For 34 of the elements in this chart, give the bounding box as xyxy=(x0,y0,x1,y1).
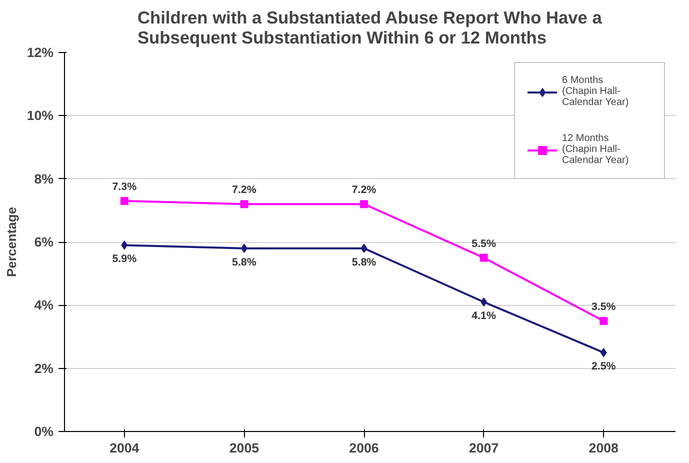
point xyxy=(240,200,248,208)
y-tick-label: 8% xyxy=(34,171,54,186)
data-label: 3.5% xyxy=(591,300,616,313)
x-tick-label: 2007 xyxy=(468,440,499,456)
y-tick-label: 4% xyxy=(34,298,54,313)
point xyxy=(360,244,368,253)
data-label: 4.1% xyxy=(472,310,496,322)
y-tick-label: 2% xyxy=(34,360,54,376)
data-label: 5.8% xyxy=(232,256,257,268)
data-label: 7.3% xyxy=(112,180,138,193)
point xyxy=(121,240,128,250)
y-tick-label: 6% xyxy=(34,234,54,250)
y-tick-label: 10% xyxy=(26,108,54,124)
y-tick-label: 0% xyxy=(34,424,54,439)
legend-label: 12 Months (Chapin Hall-Calendar Year) xyxy=(562,133,630,166)
x-tick-label: 2008 xyxy=(588,440,618,456)
point xyxy=(600,348,607,358)
chart-title: Children with a Substantiated Abuse Report Who Have a Subsequent Substantiation Within 6 or 12 Months xyxy=(137,8,602,48)
data-label: 5.8% xyxy=(352,256,377,268)
point xyxy=(360,200,368,208)
data-label: 2.5% xyxy=(591,360,616,373)
x-tick-label: 2006 xyxy=(349,440,379,456)
point xyxy=(600,316,608,325)
x-tick-label: 2004 xyxy=(110,440,140,456)
data-label: 5.5% xyxy=(472,238,496,250)
point xyxy=(480,254,488,262)
y-tick-label: 12% xyxy=(26,45,54,60)
data-label: 7.2% xyxy=(352,184,377,196)
data-label: 7.2% xyxy=(232,184,257,196)
x-tick-label: 2005 xyxy=(229,440,260,456)
y-axis-title: Percentage xyxy=(4,206,19,278)
data-label: 5.9% xyxy=(112,253,138,266)
point xyxy=(120,196,128,205)
legend-label: 6 Months (Chapin Hall-Calendar Year) xyxy=(562,75,630,108)
